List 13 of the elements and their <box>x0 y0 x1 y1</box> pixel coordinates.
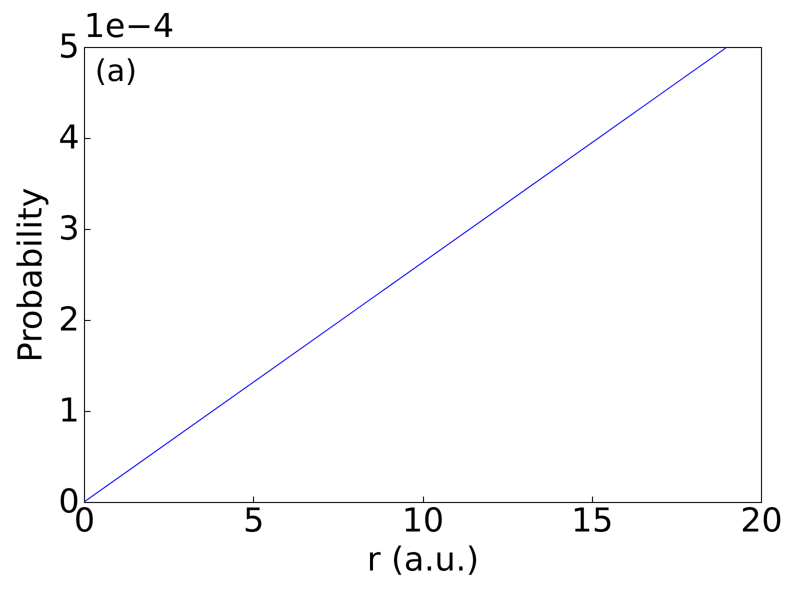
text: 1e−4 <box>84 6 174 45</box>
y-tick-label: 5 <box>58 26 80 66</box>
x-tick-label: 20 <box>740 500 782 540</box>
x-tick-label: 10 <box>402 500 444 540</box>
annotation: (a) <box>95 54 137 89</box>
x-axis-title: r (a.u.) <box>367 540 479 578</box>
y-tick-label: 2 <box>58 300 80 338</box>
y-tick-label: 1 <box>58 390 80 430</box>
x-tick-label: 15 <box>571 500 614 540</box>
x-tick-label: 5 <box>243 500 264 540</box>
y-tick-label: 3 <box>58 208 80 248</box>
y-tick-label: 4 <box>58 118 80 156</box>
y-axis-title: Probability <box>10 188 50 362</box>
